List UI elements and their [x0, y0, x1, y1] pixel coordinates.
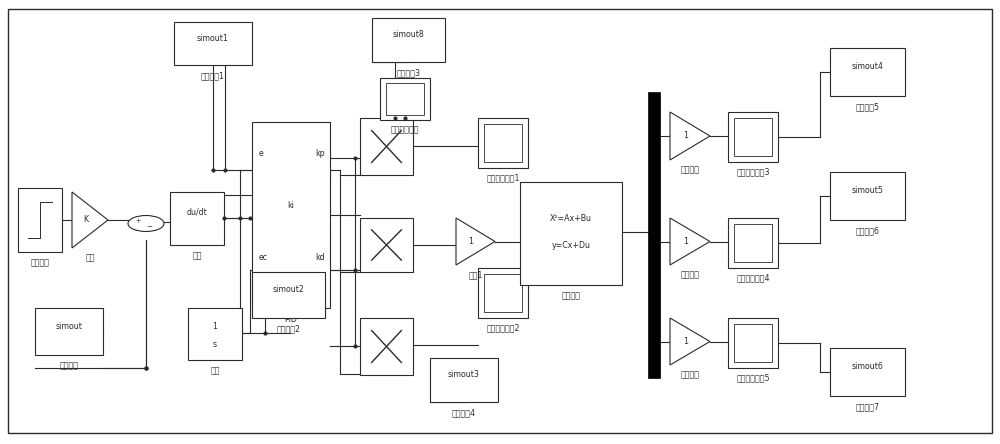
Text: 输出变量1: 输出变量1	[201, 71, 225, 81]
Bar	[360, 318, 413, 375]
Text: 输出变量4: 输出变量4	[452, 408, 476, 418]
Text: kd: kd	[315, 253, 325, 262]
Text: 1: 1	[683, 131, 688, 140]
Bar	[734, 324, 772, 362]
Circle shape	[128, 215, 164, 231]
Bar	[360, 218, 413, 272]
Polygon shape	[456, 218, 495, 265]
Bar	[830, 48, 905, 96]
Text: 1: 1	[683, 337, 688, 346]
Text: simout2: simout2	[273, 285, 304, 294]
Bar	[252, 122, 330, 308]
Bar	[35, 308, 103, 355]
Text: 输出变量3: 输出变量3	[396, 69, 420, 78]
Text: ki: ki	[288, 201, 294, 210]
Text: 阶跃输入: 阶跃输入	[30, 258, 49, 268]
Text: 输出变量5: 输出变量5	[855, 103, 880, 111]
Bar	[478, 118, 528, 168]
Bar	[430, 358, 498, 402]
Bar	[520, 182, 622, 285]
Bar	[174, 22, 252, 65]
Bar	[734, 118, 772, 156]
Text: 函数关系: 函数关系	[562, 292, 581, 301]
Text: simout: simout	[56, 322, 82, 331]
Polygon shape	[670, 112, 710, 160]
Bar	[484, 274, 522, 312]
Bar	[372, 18, 445, 62]
Polygon shape	[670, 218, 710, 265]
Text: du/dt: du/dt	[187, 208, 207, 217]
Bar	[728, 318, 778, 368]
Text: 变量观察窗口4: 变量观察窗口4	[736, 273, 770, 282]
Bar	[360, 118, 413, 175]
Text: 1: 1	[468, 237, 473, 246]
Text: ec: ec	[259, 253, 268, 262]
Text: simout5: simout5	[852, 186, 883, 195]
Text: 输出变量: 输出变量	[60, 361, 78, 371]
Bar	[830, 348, 905, 396]
Text: +: +	[135, 218, 141, 224]
Bar	[728, 218, 778, 268]
Polygon shape	[72, 192, 108, 248]
Bar	[734, 224, 772, 262]
Text: 输出变量2: 输出变量2	[276, 325, 300, 333]
Text: 增益: 增益	[85, 253, 95, 262]
Text: 变量观察窗口5: 变量观察窗口5	[736, 373, 770, 382]
Bar	[386, 83, 424, 115]
Text: 1: 1	[212, 322, 218, 331]
Text: simout8: simout8	[393, 30, 424, 39]
Bar	[380, 78, 430, 120]
Text: 积分增益: 积分增益	[681, 270, 700, 279]
Text: 1: 1	[683, 237, 688, 246]
Text: 变量观察窗口: 变量观察窗口	[391, 125, 419, 134]
Text: 增益1: 增益1	[468, 270, 483, 279]
Text: 比例增益: 比例增益	[681, 165, 700, 174]
Text: s: s	[213, 340, 217, 349]
Text: e: e	[259, 149, 264, 158]
Text: y=Cx+Du: y=Cx+Du	[552, 242, 591, 250]
Text: simout4: simout4	[852, 62, 883, 71]
Text: simout6: simout6	[852, 362, 883, 371]
Bar	[830, 172, 905, 220]
Bar	[18, 188, 62, 252]
Bar	[728, 112, 778, 162]
Bar	[170, 192, 224, 245]
Text: 积分: 积分	[210, 367, 220, 376]
Bar	[648, 92, 660, 378]
Text: simout1: simout1	[197, 34, 229, 43]
Bar	[188, 308, 242, 360]
Bar	[252, 272, 325, 318]
Text: K: K	[83, 215, 88, 225]
Text: 输出变量7: 输出变量7	[855, 403, 880, 412]
Text: −: −	[147, 225, 153, 230]
Text: PID: PID	[285, 315, 297, 324]
Text: X²=Ax+Bu: X²=Ax+Bu	[550, 214, 592, 222]
Text: 微分: 微分	[192, 252, 202, 261]
Text: 变量观察窗口1: 变量观察窗口1	[486, 173, 520, 182]
Bar	[484, 124, 522, 162]
Text: 微分增益: 微分增益	[681, 370, 700, 379]
Text: 输出变量6: 输出变量6	[855, 226, 880, 236]
Text: kp: kp	[315, 149, 325, 158]
Bar	[478, 268, 528, 318]
Text: simout3: simout3	[448, 370, 480, 379]
Text: 变量观察窗口2: 变量观察窗口2	[486, 323, 520, 332]
Polygon shape	[670, 318, 710, 365]
Text: 变量观察窗口3: 变量观察窗口3	[736, 167, 770, 176]
